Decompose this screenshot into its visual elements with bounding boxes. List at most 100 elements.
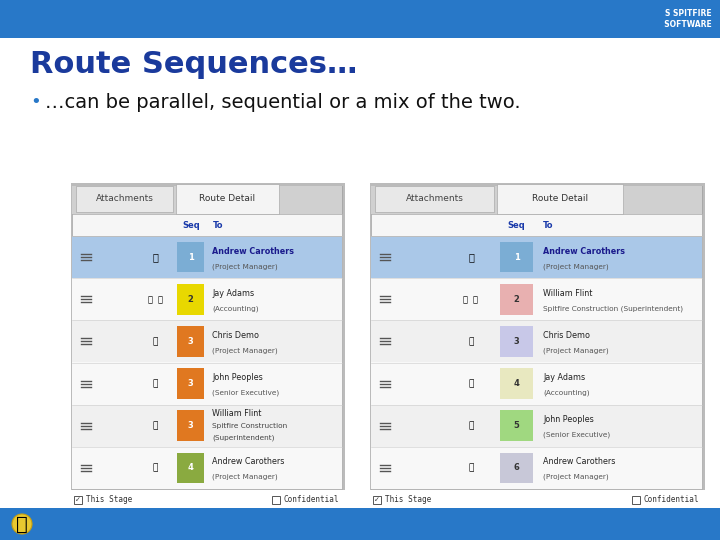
Text: (Project Manager): (Project Manager) [543, 347, 609, 354]
Text: Confidential: Confidential [644, 495, 700, 504]
Bar [272, 496, 280, 504]
Bar [375, 186, 494, 212]
Text: Andrew Carothers: Andrew Carothers [212, 247, 294, 255]
Text: Andrew Carothers: Andrew Carothers [543, 457, 616, 466]
Text: 👍: 👍 [469, 252, 474, 262]
Bar [72, 278, 342, 320]
Bar [370, 183, 705, 490]
Bar [497, 184, 623, 214]
Text: 3: 3 [188, 337, 194, 346]
Text: (Project Manager): (Project Manager) [543, 264, 609, 270]
Bar [632, 496, 640, 504]
Text: To: To [543, 221, 554, 230]
Text: 🗑: 🗑 [153, 337, 158, 346]
Text: Attachments: Attachments [405, 194, 464, 203]
Text: (Project Manager): (Project Manager) [212, 264, 278, 270]
Bar [72, 404, 342, 447]
Text: 4: 4 [513, 379, 519, 388]
Bar [500, 242, 533, 273]
Bar [371, 278, 702, 320]
Text: This Stage: This Stage [86, 495, 132, 504]
Text: 👍: 👍 [153, 252, 158, 262]
Text: Spitfire Construction: Spitfire Construction [212, 423, 288, 429]
Text: 🗑: 🗑 [153, 379, 158, 388]
Text: (Project Manager): (Project Manager) [212, 347, 278, 354]
Text: 👷: 👷 [16, 515, 28, 534]
Bar [500, 326, 533, 356]
Bar [371, 186, 702, 489]
Bar [176, 184, 279, 214]
Bar [500, 453, 533, 483]
Text: To: To [212, 221, 223, 230]
Text: 5: 5 [513, 421, 519, 430]
Text: William Flint: William Flint [543, 288, 593, 298]
Text: (Accounting): (Accounting) [543, 389, 590, 396]
Bar [371, 214, 702, 489]
Bar [177, 410, 204, 441]
Text: 2: 2 [513, 295, 519, 304]
Bar [72, 186, 342, 489]
Text: 🗑: 🗑 [469, 337, 474, 346]
Bar [72, 237, 342, 278]
Text: 3: 3 [513, 337, 519, 346]
Text: Chris Demo: Chris Demo [212, 330, 259, 340]
Bar [72, 214, 342, 489]
Text: 🗑: 🗑 [153, 463, 158, 472]
Text: (Senior Executive): (Senior Executive) [212, 389, 279, 396]
Text: Jay Adams: Jay Adams [212, 288, 255, 298]
Bar [72, 362, 342, 404]
Text: Seq: Seq [182, 221, 199, 230]
Text: Jay Adams: Jay Adams [543, 373, 585, 382]
Text: ✓: ✓ [374, 497, 379, 503]
Text: 🗑: 🗑 [469, 463, 474, 472]
Text: Andrew Carothers: Andrew Carothers [212, 457, 285, 466]
Text: 🗑: 🗑 [469, 421, 474, 430]
Text: This Stage: This Stage [384, 495, 431, 504]
Text: 6: 6 [513, 463, 519, 472]
Text: Route Sequences…: Route Sequences… [30, 50, 357, 79]
Text: (Project Manager): (Project Manager) [212, 474, 278, 480]
Text: 🗑: 🗑 [473, 295, 478, 304]
Bar [177, 453, 204, 483]
Text: (Project Manager): (Project Manager) [543, 474, 609, 480]
Text: 1: 1 [513, 253, 519, 262]
Bar [371, 404, 702, 447]
Text: 3: 3 [188, 379, 194, 388]
Text: Attachments: Attachments [96, 194, 153, 203]
Bar [371, 237, 702, 278]
Bar [177, 326, 204, 356]
Text: •: • [30, 93, 41, 111]
Text: 🗑: 🗑 [469, 379, 474, 388]
Text: 📁: 📁 [147, 295, 152, 304]
Text: Route Detail: Route Detail [199, 194, 256, 203]
Text: Chris Demo: Chris Demo [543, 330, 590, 340]
Bar [371, 186, 702, 214]
Text: Spitfire Construction (Superintendent): Spitfire Construction (Superintendent) [543, 306, 683, 312]
Text: ✓: ✓ [75, 497, 81, 503]
Text: Seq: Seq [508, 221, 526, 230]
Text: John Peoples: John Peoples [543, 415, 594, 424]
Text: Andrew Carothers: Andrew Carothers [543, 247, 625, 255]
Bar [177, 284, 204, 314]
Text: 📁: 📁 [463, 295, 468, 304]
Bar [72, 320, 342, 362]
Text: 3: 3 [188, 421, 194, 430]
Bar [371, 362, 702, 404]
Text: …can be parallel, sequential or a mix of the two.: …can be parallel, sequential or a mix of… [45, 93, 521, 112]
Bar [500, 368, 533, 399]
Bar [500, 410, 533, 441]
Text: (Superintendent): (Superintendent) [212, 434, 275, 441]
Text: Confidential: Confidential [284, 495, 340, 504]
Bar [371, 320, 702, 362]
Bar [76, 186, 174, 212]
Bar [0, 0, 720, 38]
Text: (Senior Executive): (Senior Executive) [543, 431, 611, 438]
Bar [371, 447, 702, 489]
Text: 🗑: 🗑 [157, 295, 162, 304]
Bar [71, 183, 345, 490]
Text: 🗑: 🗑 [153, 421, 158, 430]
Text: 2: 2 [188, 295, 194, 304]
Text: John Peoples: John Peoples [212, 373, 263, 382]
Bar [177, 242, 204, 273]
Bar [177, 368, 204, 399]
